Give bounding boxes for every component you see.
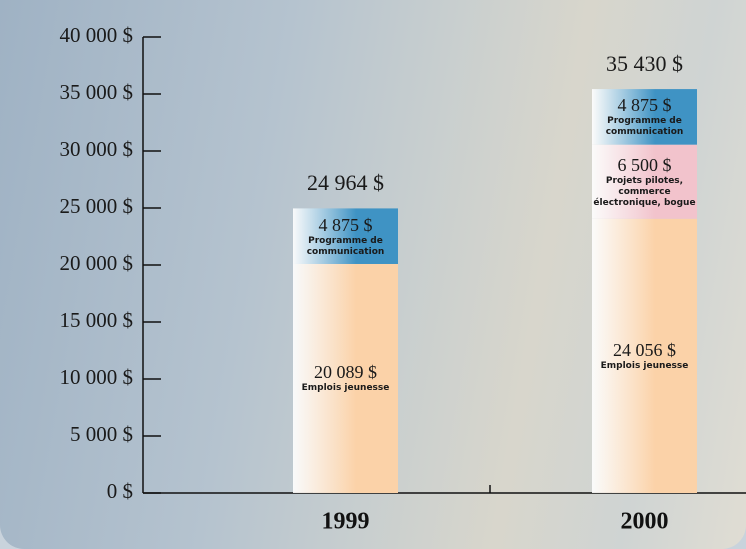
y-tick-label: 5 000 $: [70, 422, 133, 446]
y-tick-label: 40 000 $: [60, 23, 134, 47]
y-tick-label: 35 000 $: [60, 80, 134, 104]
chart: 0 $ 5 000 $ 10 000 $ 15 000 $ 20 000 $ 25 000…: [0, 0, 746, 549]
segment-label: 4 875 $Programme de communication: [273, 208, 418, 264]
segment-value-label: 20 089 $: [314, 362, 377, 383]
x-tick-label: 2000: [621, 509, 669, 535]
x-tick-label: 1999: [322, 509, 370, 535]
segment-label: 20 089 $Emplois jeunesse: [273, 264, 418, 493]
y-tick-label: 20 000 $: [60, 251, 134, 275]
segment-name: Programme de communication: [583, 116, 706, 138]
y-tick-label: 10 000 $: [60, 365, 134, 389]
y-tick-label: 30 000 $: [60, 137, 134, 161]
segment-label: 6 500 $Projets pilotes, commerce électro…: [572, 145, 717, 219]
y-tick-label: 25 000 $: [60, 194, 134, 218]
segment-value-label: 4 875 $: [319, 215, 373, 236]
segment-name: Emplois jeunesse: [298, 383, 394, 394]
segment-value-label: 24 056 $: [613, 340, 676, 361]
segment-label: 4 875 $Programme de communication: [572, 89, 717, 145]
segment-value-label: 4 875 $: [618, 95, 672, 116]
segment-name: Programme de communication: [284, 236, 407, 258]
y-tick-label: 15 000 $: [60, 308, 134, 332]
total-label: 35 430 $: [562, 51, 727, 77]
total-label: 24 964 $: [263, 170, 428, 196]
segment-label: 24 056 $Emplois jeunesse: [572, 219, 717, 493]
segment-name: Projets pilotes, commerce électronique, …: [583, 176, 706, 209]
y-tick-label: 0 $: [107, 479, 133, 503]
segment-name: Emplois jeunesse: [597, 361, 693, 372]
segment-value-label: 6 500 $: [618, 155, 672, 176]
